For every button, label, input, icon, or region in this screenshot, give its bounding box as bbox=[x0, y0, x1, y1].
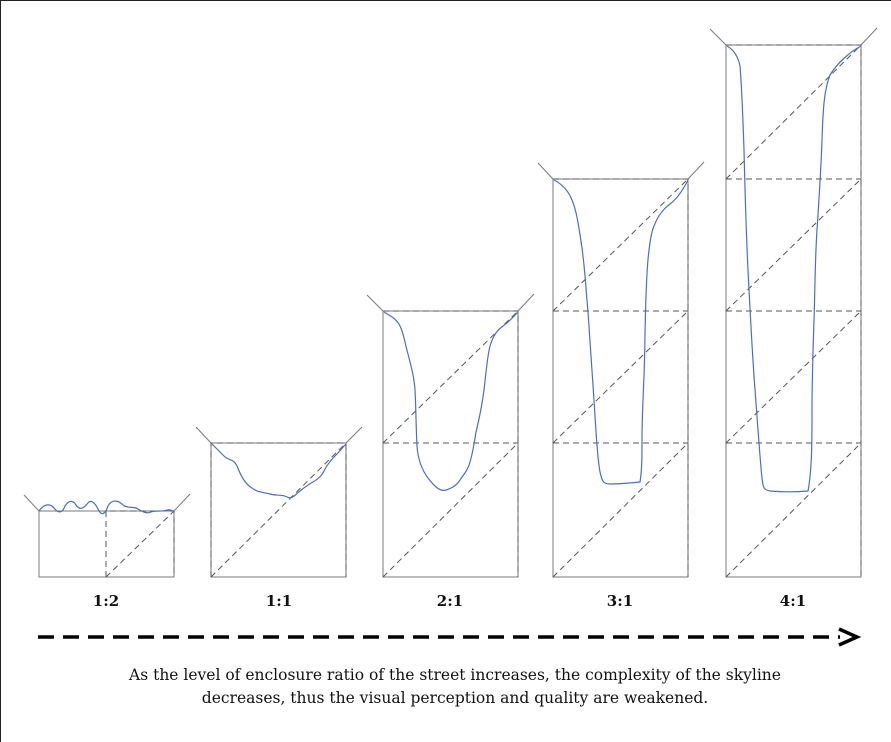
ratio-label-1-1: 1:1 bbox=[265, 592, 293, 610]
dashed-diagonal-1 bbox=[725, 442, 862, 578]
ratio-label-4-1: 4:1 bbox=[779, 592, 807, 610]
dashed-building-box bbox=[383, 310, 519, 577]
sight-line-right bbox=[345, 426, 363, 444]
dashed-diagonal-lower bbox=[552, 442, 689, 578]
section-1-2 bbox=[23, 493, 191, 578]
dashed-diagonal-lower bbox=[382, 442, 519, 578]
dashed-diagonal-2 bbox=[725, 310, 862, 444]
ratio-label-2-1: 2:1 bbox=[436, 592, 464, 610]
sight-line-left bbox=[709, 28, 727, 46]
sight-line-left bbox=[195, 426, 212, 444]
sight-line-right bbox=[517, 293, 535, 312]
skyline-curve bbox=[383, 311, 519, 491]
dashed-building-box bbox=[553, 178, 689, 577]
dashed-building-box bbox=[105, 510, 175, 577]
sight-line-right bbox=[860, 27, 878, 46]
figure-caption: As the level of enclosure ratio of the s… bbox=[40, 664, 870, 710]
skyline-curve bbox=[211, 443, 347, 499]
sight-line-right bbox=[173, 493, 191, 512]
dashed-diagonal-upper bbox=[552, 178, 689, 312]
caption-line-1: As the level of enclosure ratio of the s… bbox=[129, 666, 781, 684]
skyline-curve bbox=[38, 500, 175, 515]
street-frame bbox=[552, 178, 689, 578]
caption-line-2: decreases, thus the visual perception an… bbox=[201, 689, 709, 707]
skyline-curve bbox=[553, 179, 689, 485]
direction-arrow bbox=[38, 627, 862, 647]
section-2-1 bbox=[366, 293, 535, 578]
section-4-1 bbox=[709, 27, 878, 578]
dashed-building-box bbox=[210, 442, 347, 577]
street-frame bbox=[382, 310, 519, 578]
sight-line-left bbox=[366, 294, 384, 312]
section-1-1 bbox=[195, 426, 363, 578]
dashed-diagonal bbox=[210, 442, 347, 578]
sight-line-right bbox=[687, 161, 705, 180]
sight-line-left bbox=[23, 494, 40, 512]
sight-line-left bbox=[537, 162, 554, 180]
skyline-curve bbox=[726, 45, 862, 493]
dashed-diagonal bbox=[105, 510, 175, 578]
arrow-head bbox=[838, 627, 862, 647]
dashed-diagonal-upper bbox=[382, 310, 519, 444]
dashed-diagonal-middle bbox=[552, 310, 689, 444]
section-3-1 bbox=[537, 161, 705, 578]
dashed-building-box bbox=[726, 44, 862, 577]
dashed-diagonal-4 bbox=[725, 44, 862, 180]
ratio-label-1-2: 1:2 bbox=[92, 592, 120, 610]
dashed-diagonal-3 bbox=[725, 178, 862, 312]
ratio-label-3-1: 3:1 bbox=[606, 592, 634, 610]
